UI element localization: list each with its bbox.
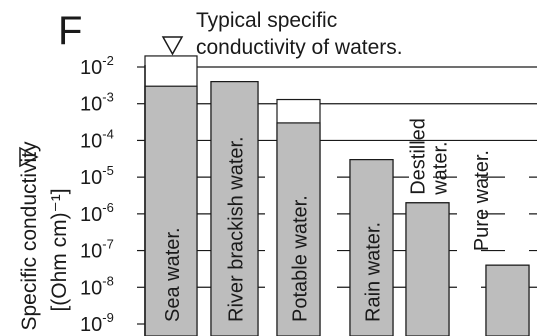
gridlines (145, 66, 537, 288)
triangle-right-icon (19, 146, 39, 168)
panel-label: F (58, 9, 82, 53)
triangle-down-icon (161, 36, 184, 56)
bar-label: Rain water. (363, 222, 385, 322)
bar (405, 202, 450, 336)
bar-label: Sea water. (162, 227, 184, 322)
bar (349, 159, 394, 336)
y-tick-label: 10-8 (80, 273, 114, 299)
y-tick-label: 10-3 (80, 90, 114, 116)
bar (485, 264, 530, 336)
y-axis-title-line-1: Specific conductivity (18, 141, 41, 331)
y-tick-label: 10-9 (80, 310, 114, 336)
bar-label: Potable water. (290, 195, 312, 322)
y-tick-label: 10-6 (80, 200, 114, 226)
y-tick-label: 10-2 (80, 53, 114, 79)
y-axis-title: Specific conductivity [(Ohm cm)⁻¹] (18, 141, 71, 331)
y-tick-label: 10-4 (80, 126, 114, 152)
bars: Sea water. River brackish water. Potable w… (144, 55, 530, 336)
y-tick-label: 10-5 (80, 163, 114, 189)
bar-label: River brackish water. (226, 136, 248, 322)
y-tick-label: 10-7 (80, 237, 114, 263)
chart-title-line-1: Typical specific (196, 9, 337, 32)
chart-title-line-2: conductivity of waters. (196, 36, 403, 59)
bar-label: Destilledwater. (408, 118, 452, 196)
bar-label: Pure water. (471, 150, 493, 251)
bar (144, 85, 198, 336)
bar (210, 81, 259, 336)
y-axis-title-line-2: [(Ohm cm)⁻¹] (48, 188, 71, 311)
y-axis-ticks: 10-2 10-3 10-4 10-5 10-6 10-7 10-8 10-9 (80, 53, 145, 336)
bar (276, 122, 321, 336)
